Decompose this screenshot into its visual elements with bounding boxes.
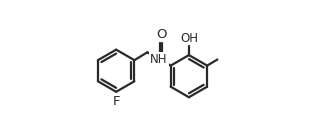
Text: O: O	[156, 28, 167, 41]
Text: NH: NH	[150, 53, 168, 66]
Text: F: F	[112, 95, 120, 108]
Text: OH: OH	[180, 32, 198, 45]
